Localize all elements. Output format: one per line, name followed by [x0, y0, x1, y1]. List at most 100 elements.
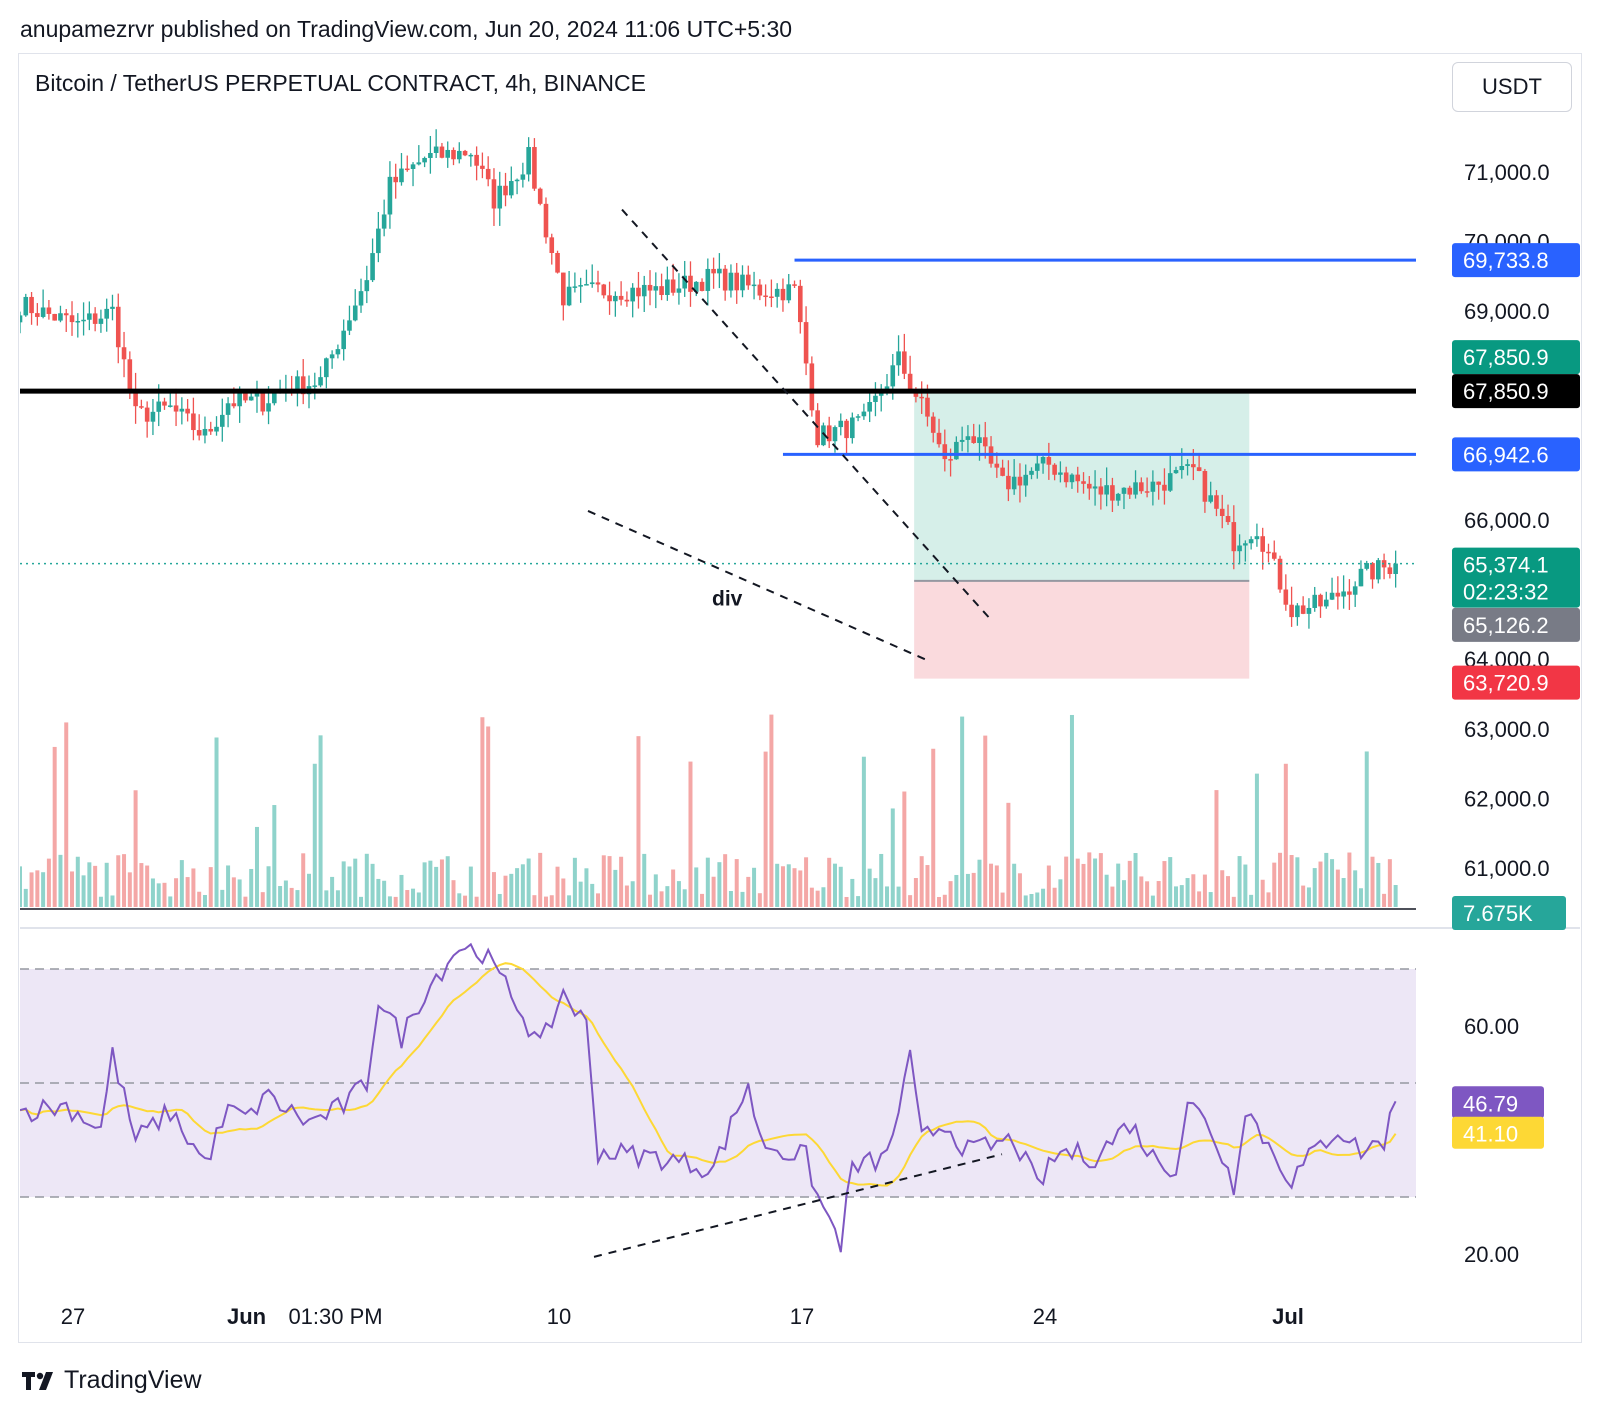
candle-body[interactable]	[1063, 472, 1069, 483]
candle-body[interactable]	[387, 176, 393, 215]
candle-body[interactable]	[1185, 464, 1190, 467]
volume-tag[interactable]: 7.675K	[1452, 896, 1566, 930]
candle-body[interactable]	[1144, 491, 1150, 493]
candle-body[interactable]	[133, 390, 138, 407]
candle-body[interactable]	[1029, 470, 1034, 475]
candle-body[interactable]	[1231, 522, 1237, 552]
candle-body[interactable]	[751, 284, 757, 287]
candle-body[interactable]	[1329, 592, 1335, 600]
candle-body[interactable]	[248, 396, 254, 401]
candle-body[interactable]	[821, 425, 826, 446]
candle-body[interactable]	[520, 174, 526, 180]
rsi-ma-line[interactable]	[20, 962, 1397, 1187]
candle-body[interactable]	[1034, 463, 1040, 471]
candle-body[interactable]	[1289, 604, 1294, 618]
current-price-tag[interactable]: 65,374.102:23:32	[1452, 547, 1580, 608]
candle-body[interactable]	[1225, 516, 1231, 523]
candle-body[interactable]	[196, 430, 202, 436]
candle-body[interactable]	[191, 413, 196, 431]
candle-body[interactable]	[902, 351, 907, 374]
candle-body[interactable]	[1156, 481, 1161, 485]
candle-body[interactable]	[87, 313, 92, 320]
candle-body[interactable]	[1271, 552, 1277, 559]
candle-body[interactable]	[965, 436, 971, 440]
candle-body[interactable]	[722, 268, 728, 291]
annotation-div[interactable]: div	[712, 588, 743, 611]
price-tag-69733[interactable]: 69,733.8	[1452, 243, 1580, 278]
candle-body[interactable]	[410, 164, 416, 169]
candle-body[interactable]	[734, 272, 740, 291]
candle-body[interactable]	[1179, 466, 1185, 471]
candle-body[interactable]	[792, 284, 797, 286]
trendline-upper[interactable]	[621, 208, 993, 622]
candle-body[interactable]	[341, 330, 346, 350]
candle-body[interactable]	[815, 410, 820, 446]
currency-button[interactable]: USDT	[1452, 62, 1572, 112]
candle-body[interactable]	[272, 393, 277, 404]
candle-body[interactable]	[35, 313, 40, 317]
candle-body[interactable]	[451, 149, 456, 160]
candle-body[interactable]	[439, 146, 445, 158]
candle-body[interactable]	[982, 437, 988, 447]
candle-body[interactable]	[364, 280, 370, 292]
tradingview-logo[interactable]: TradingView	[20, 1366, 202, 1395]
candle-body[interactable]	[1283, 589, 1289, 605]
candle-body[interactable]	[693, 281, 699, 292]
candle-body[interactable]	[376, 228, 381, 254]
candle-body[interactable]	[1219, 508, 1225, 517]
candle-body[interactable]	[803, 322, 809, 364]
candle-body[interactable]	[503, 185, 508, 196]
candle-body[interactable]	[1254, 536, 1260, 540]
candle-body[interactable]	[566, 286, 572, 306]
rsi-line[interactable]	[20, 942, 1397, 1253]
candle-body[interactable]	[1011, 476, 1017, 490]
candle-body[interactable]	[509, 181, 514, 196]
candle-body[interactable]	[1208, 495, 1213, 502]
candle-body[interactable]	[1347, 591, 1352, 595]
candle-body[interactable]	[1202, 471, 1208, 502]
candle-body[interactable]	[237, 391, 242, 407]
candle-body[interactable]	[1046, 457, 1052, 465]
candle-body[interactable]	[676, 288, 682, 293]
candle-body[interactable]	[919, 396, 924, 399]
candle-body[interactable]	[370, 253, 375, 281]
candle-body[interactable]	[335, 349, 341, 355]
rsi-ma-tag[interactable]: 41.10	[1452, 1116, 1544, 1149]
candle-body[interactable]	[150, 411, 156, 422]
candle-body[interactable]	[1237, 545, 1242, 552]
candle-body[interactable]	[1191, 464, 1196, 468]
candle-body[interactable]	[555, 252, 560, 273]
price-tag-stop[interactable]: 63,720.9	[1452, 665, 1580, 700]
candle-body[interactable]	[1058, 472, 1063, 475]
candle-body[interactable]	[1069, 474, 1075, 483]
candle-body[interactable]	[1260, 536, 1265, 552]
candle-body[interactable]	[763, 295, 768, 298]
candle-body[interactable]	[659, 286, 664, 295]
candle-body[interactable]	[1052, 464, 1057, 475]
candle-body[interactable]	[1376, 560, 1381, 580]
candle-body[interactable]	[318, 377, 323, 386]
candle-body[interactable]	[699, 281, 705, 291]
candle-body[interactable]	[162, 401, 167, 406]
candle-body[interactable]	[69, 315, 75, 323]
candle-body[interactable]	[1081, 481, 1086, 484]
candle-body[interactable]	[1006, 475, 1011, 490]
price-tag-66942[interactable]: 66,942.6	[1452, 437, 1580, 472]
candle-body[interactable]	[959, 439, 965, 442]
price-tag-67850[interactable]: 67,850.9	[1452, 374, 1580, 409]
candle-body[interactable]	[23, 296, 29, 316]
candle-body[interactable]	[1150, 481, 1156, 492]
candle-body[interactable]	[514, 179, 520, 182]
candle-body[interactable]	[1393, 563, 1398, 575]
candle-body[interactable]	[139, 406, 144, 408]
candle-body[interactable]	[1098, 486, 1104, 495]
candle-body[interactable]	[1162, 484, 1167, 491]
candle-body[interactable]	[878, 393, 884, 396]
candle-body[interactable]	[630, 287, 635, 302]
candle-body[interactable]	[63, 313, 69, 316]
candle-body[interactable]	[468, 154, 474, 157]
candle-body[interactable]	[907, 373, 913, 390]
candle-body[interactable]	[561, 272, 566, 306]
candle-body[interactable]	[653, 286, 659, 291]
candle-body[interactable]	[173, 405, 179, 412]
